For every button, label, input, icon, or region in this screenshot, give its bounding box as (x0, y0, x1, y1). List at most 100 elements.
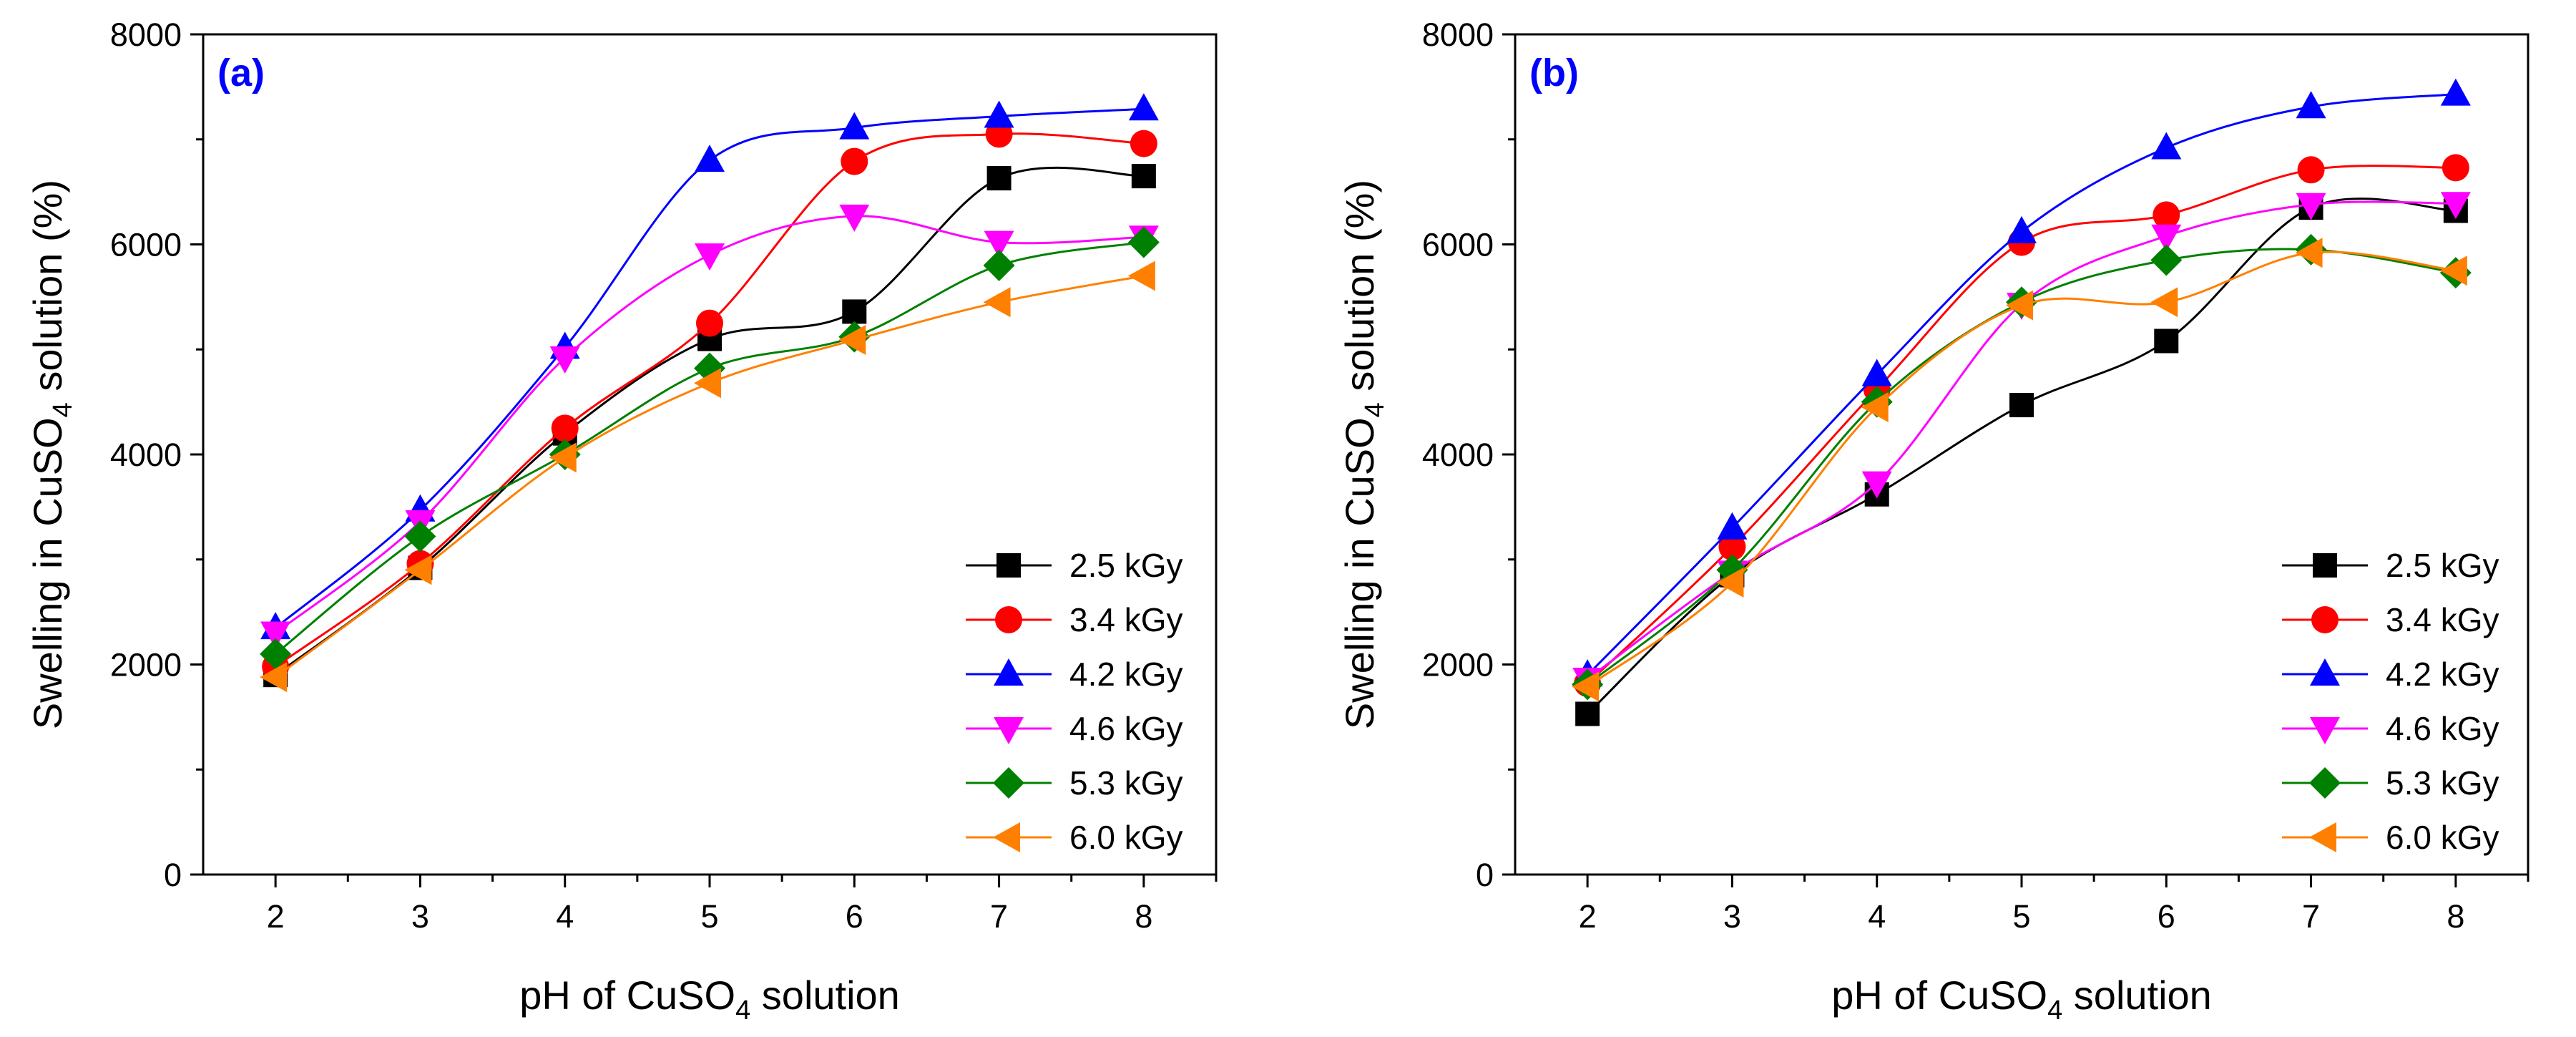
y-tick-label: 8000 (1422, 16, 1494, 53)
data-point (842, 299, 867, 324)
legend-label: 4.6 kGy (1069, 710, 1183, 747)
data-point (1861, 391, 1889, 422)
panel-label: (a) (217, 52, 265, 94)
data-point (839, 112, 870, 140)
data-point (260, 662, 288, 693)
x-tick-label: 2 (1579, 898, 1597, 935)
data-point (2009, 393, 2034, 418)
x-tick-label: 8 (2447, 898, 2464, 935)
legend-marker (2310, 717, 2340, 744)
data-point (1716, 568, 1744, 598)
legend-label: 5.3 kGy (2386, 764, 2499, 802)
legend-label: 3.4 kGy (1069, 601, 1183, 638)
data-point (549, 442, 577, 473)
data-point (983, 249, 1015, 281)
data-point (2442, 154, 2469, 182)
data-point (1128, 93, 1159, 121)
x-tick-label: 7 (2302, 898, 2320, 935)
data-point (984, 230, 1014, 258)
x-tick-label: 3 (1723, 898, 1741, 935)
legend: 2.5 kGy 3.4 kGy 4.2 kGy 4.6 kGy 5.3 kGy 6.0 k… (966, 547, 1183, 856)
y-tick-label: 6000 (110, 227, 182, 263)
data-point (1130, 130, 1157, 157)
legend-marker (2309, 767, 2341, 799)
x-axis-title: pH of CuSO4 solution (519, 973, 900, 1026)
data-point (2154, 328, 2179, 354)
chart-panel-b: 2 3 4 5 6 7 8 0 2000 4000 6000 8000 pH of CuSO4 solu… (1337, 16, 2530, 1026)
data-point (260, 638, 292, 670)
legend-label: 5.3 kGy (1069, 764, 1183, 802)
data-point (1717, 512, 1748, 540)
data-point (2296, 193, 2326, 220)
x-tick-label: 3 (411, 898, 429, 935)
series-6-0-kgy (260, 261, 1155, 693)
data-point (404, 520, 436, 552)
data-point (694, 368, 721, 399)
y-tick-label: 0 (164, 857, 182, 893)
data-point (2151, 224, 2182, 252)
y-tick-label: 2000 (110, 647, 182, 683)
x-tick-label: 6 (846, 898, 863, 935)
data-point (1127, 261, 1155, 291)
panel-label: (b) (1529, 52, 1579, 94)
y-tick-label: 8000 (110, 16, 182, 53)
data-point (1127, 226, 1160, 258)
data-point (1131, 164, 1156, 189)
legend-label: 6.0 kGy (1069, 819, 1183, 856)
data-point (2007, 215, 2037, 243)
data-point (838, 325, 866, 356)
legend-label: 6.0 kGy (2386, 819, 2499, 856)
data-point (549, 346, 580, 374)
x-axis-title: pH of CuSO4 solution (1831, 973, 2212, 1026)
legend-label: 2.5 kGy (2386, 547, 2499, 584)
data-point (1718, 533, 1746, 561)
data-point (986, 166, 1012, 191)
data-point (2296, 91, 2326, 119)
data-point (2440, 78, 2471, 106)
data-point (1861, 359, 1892, 386)
data-point (404, 555, 432, 585)
y-tick-label: 0 (1476, 857, 1494, 893)
data-point (695, 145, 725, 172)
data-point (551, 414, 579, 442)
y-tick-label: 4000 (1422, 437, 1494, 473)
legend-label: 4.2 kGy (1069, 656, 1183, 693)
legend-marker (994, 717, 1024, 744)
data-point (2150, 287, 2178, 318)
legend-marker (995, 606, 1022, 633)
x-tick-label: 6 (2158, 898, 2175, 935)
data-point (695, 243, 725, 271)
data-point (2439, 255, 2467, 286)
x-tick-label: 4 (1868, 898, 1886, 935)
data-point (984, 100, 1014, 128)
y-axis-title: Swelling in CuSO4 solution (%) (1337, 180, 1390, 729)
x-tick-label: 4 (556, 898, 574, 935)
x-tick-label: 5 (2012, 898, 2030, 935)
data-point (2150, 244, 2183, 276)
legend-marker (993, 822, 1020, 852)
legend-label: 4.6 kGy (2386, 710, 2499, 747)
data-point (1572, 671, 1600, 702)
data-point (2440, 192, 2471, 220)
legend: 2.5 kGy 3.4 kGy 4.2 kGy 4.6 kGy 5.3 kGy 6.0 k… (2282, 547, 2499, 856)
x-tick-label: 2 (267, 898, 285, 935)
y-tick-label: 4000 (110, 437, 182, 473)
data-point (2297, 156, 2325, 184)
x-tick-label: 7 (990, 898, 1008, 935)
data-point (841, 147, 868, 175)
legend-marker (2309, 822, 2336, 852)
data-point (2153, 201, 2180, 229)
legend-marker (2313, 553, 2337, 578)
legend-marker (2310, 658, 2340, 686)
data-point (983, 287, 1011, 318)
chart-panel-a: 2 3 4 5 6 7 8 0 2000 4000 6000 8000 pH of CuSO4 solu… (25, 16, 1218, 1026)
data-point (839, 204, 870, 232)
data-point (2151, 132, 2182, 160)
legend-marker (993, 767, 1024, 799)
legend-marker (994, 658, 1024, 686)
legend-label: 4.2 kGy (2386, 656, 2499, 693)
y-axis-title: Swelling in CuSO4 solution (%) (25, 180, 78, 729)
x-tick-label: 8 (1135, 898, 1152, 935)
